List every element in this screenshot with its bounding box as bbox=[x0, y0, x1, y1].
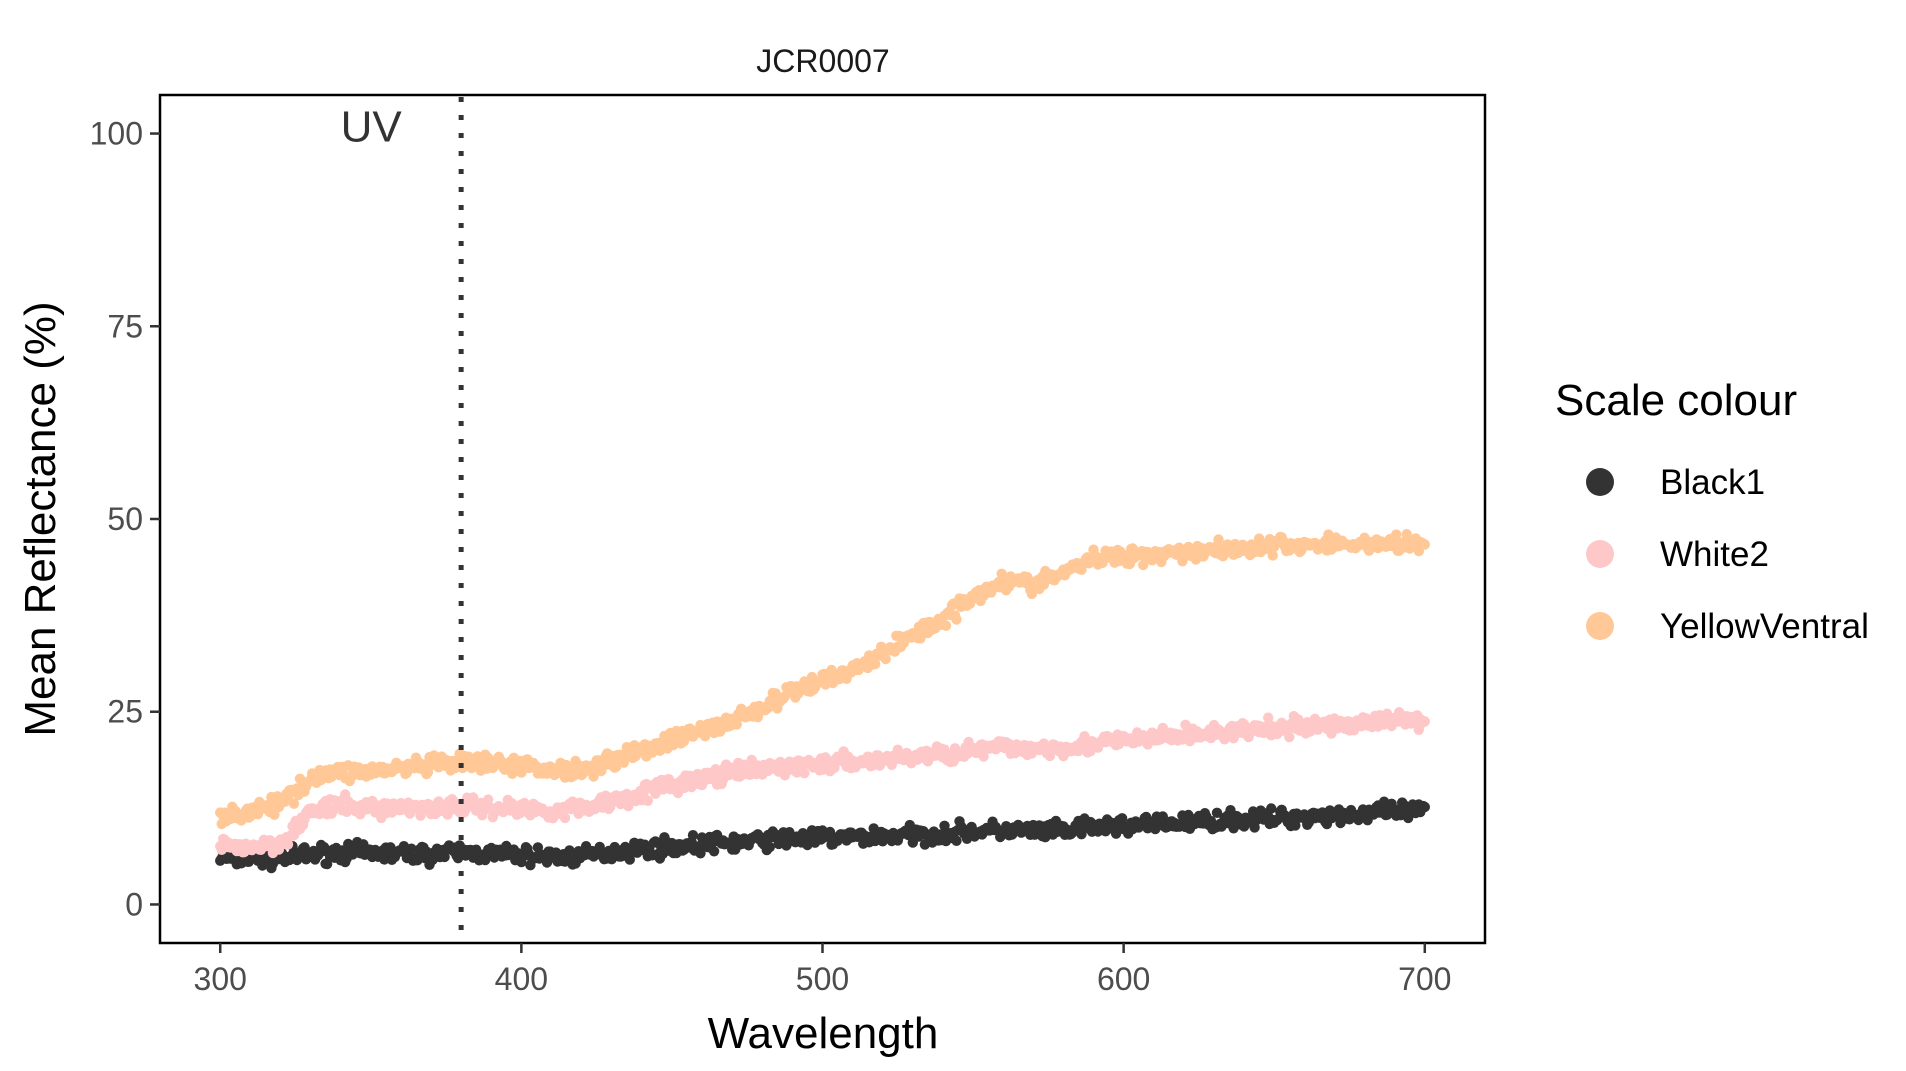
data-point bbox=[288, 798, 300, 809]
legend-item-YellowVentral: YellowVentral bbox=[1586, 607, 1869, 646]
data-point bbox=[442, 809, 453, 820]
data-point bbox=[951, 614, 962, 625]
data-point bbox=[940, 620, 952, 631]
x-tick-label: 400 bbox=[495, 961, 548, 997]
data-point bbox=[439, 851, 450, 863]
data-point bbox=[708, 846, 720, 857]
data-point bbox=[1284, 731, 1295, 743]
data-point bbox=[951, 835, 962, 846]
data-point bbox=[507, 768, 518, 779]
data-point bbox=[1213, 534, 1224, 545]
data-point bbox=[1249, 822, 1260, 833]
data-point bbox=[1267, 550, 1278, 561]
data-point bbox=[1026, 588, 1038, 600]
y-axis-title: Mean Reflectance (%) bbox=[16, 301, 65, 736]
data-point bbox=[1391, 529, 1402, 540]
data-points bbox=[215, 529, 1431, 874]
series-YellowVentral bbox=[215, 529, 1431, 830]
data-point bbox=[483, 794, 494, 805]
data-point bbox=[1419, 539, 1431, 550]
legend-key bbox=[1586, 612, 1614, 640]
data-point bbox=[880, 653, 891, 665]
legend-label: YellowVentral bbox=[1660, 607, 1869, 646]
x-tick-label: 700 bbox=[1398, 961, 1451, 997]
x-tick-label: 300 bbox=[194, 961, 247, 997]
data-point bbox=[687, 830, 699, 841]
data-point bbox=[624, 854, 635, 865]
data-point bbox=[978, 751, 989, 762]
data-point bbox=[532, 842, 544, 853]
data-point bbox=[799, 768, 810, 779]
y-tick-label: 25 bbox=[107, 694, 143, 730]
x-tick-label: 500 bbox=[796, 961, 849, 997]
data-point bbox=[269, 809, 280, 820]
data-point bbox=[422, 766, 434, 778]
uv-annotation: UV bbox=[341, 102, 403, 151]
data-point bbox=[695, 848, 706, 859]
chart-title: JCR0007 bbox=[756, 43, 889, 79]
data-point bbox=[406, 843, 417, 854]
data-point bbox=[1116, 813, 1128, 824]
data-point bbox=[1419, 716, 1431, 727]
data-point bbox=[1211, 807, 1223, 818]
data-point bbox=[1419, 801, 1431, 813]
legend-key bbox=[1586, 540, 1614, 568]
legend-item-White2: White2 bbox=[1586, 535, 1769, 574]
y-tick-label: 75 bbox=[107, 308, 143, 344]
data-point bbox=[764, 841, 775, 853]
data-point bbox=[996, 568, 1007, 579]
data-point bbox=[870, 658, 881, 670]
legend-label: White2 bbox=[1660, 535, 1769, 574]
data-point bbox=[731, 719, 742, 730]
data-point bbox=[642, 795, 653, 806]
y-tick-label: 100 bbox=[90, 116, 143, 152]
data-point bbox=[1150, 823, 1161, 835]
legend: Scale colour Black1 White2 YellowVentral bbox=[1555, 376, 1869, 646]
data-point bbox=[559, 812, 571, 824]
legend-key bbox=[1586, 468, 1614, 496]
y-axis: 0 25 50 75 100 bbox=[90, 116, 160, 922]
data-point bbox=[939, 820, 950, 831]
data-point bbox=[1266, 803, 1277, 814]
y-tick-label: 50 bbox=[107, 501, 143, 537]
x-axis-title: Wavelength bbox=[708, 1009, 939, 1058]
series-Black1 bbox=[215, 796, 1431, 874]
legend-item-Black1: Black1 bbox=[1586, 463, 1765, 502]
x-axis: 300 400 500 600 700 bbox=[194, 943, 1451, 997]
data-point bbox=[468, 792, 479, 803]
x-tick-label: 600 bbox=[1097, 961, 1150, 997]
data-point bbox=[1290, 820, 1301, 831]
y-tick-label: 0 bbox=[125, 886, 143, 922]
data-point bbox=[829, 762, 840, 773]
series-White2 bbox=[215, 707, 1431, 859]
legend-items: Black1 White2 YellowVentral bbox=[1586, 463, 1869, 646]
legend-title: Scale colour bbox=[1555, 376, 1797, 425]
legend-label: Black1 bbox=[1660, 463, 1765, 502]
